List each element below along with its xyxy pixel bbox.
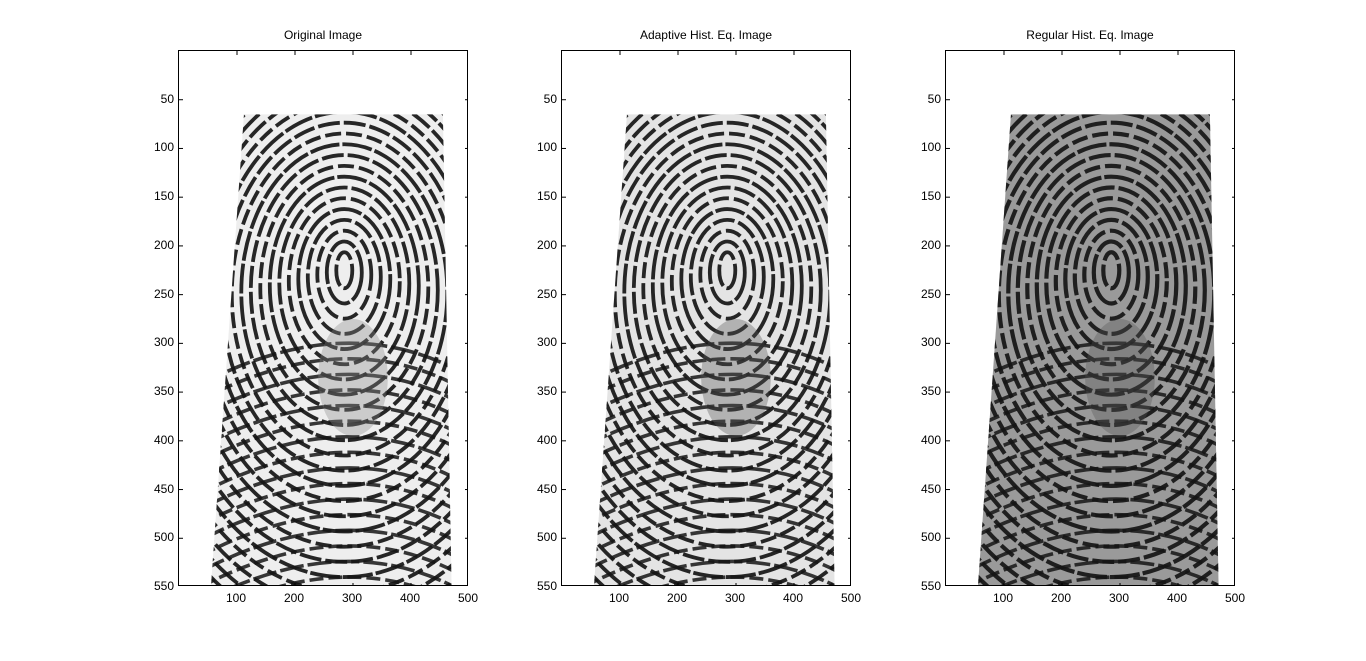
image-axes — [945, 50, 1235, 586]
y-tick-label: 450 — [144, 482, 174, 496]
x-tick-label: 300 — [1104, 591, 1134, 605]
y-tick-label: 50 — [911, 92, 941, 106]
x-tick-label: 100 — [604, 591, 634, 605]
y-tick-label: 400 — [144, 433, 174, 447]
y-tick-label: 500 — [144, 530, 174, 544]
smudge — [701, 319, 771, 436]
y-tick-label: 500 — [911, 530, 941, 544]
y-tick-label: 350 — [911, 384, 941, 398]
x-tick-label: 100 — [988, 591, 1018, 605]
y-tick-label: 200 — [144, 238, 174, 252]
y-tick-label: 100 — [144, 140, 174, 154]
y-tick-label: 100 — [911, 140, 941, 154]
y-tick-label: 100 — [527, 140, 557, 154]
y-tick-label: 400 — [911, 433, 941, 447]
y-tick-label: 150 — [144, 189, 174, 203]
fingerprint-image — [179, 51, 468, 586]
y-tick-label: 250 — [144, 287, 174, 301]
y-tick-label: 150 — [911, 189, 941, 203]
y-tick-label: 150 — [527, 189, 557, 203]
y-tick-label: 200 — [527, 238, 557, 252]
y-tick-label: 350 — [527, 384, 557, 398]
x-tick-label: 300 — [720, 591, 750, 605]
y-tick-label: 300 — [144, 335, 174, 349]
x-tick-label: 200 — [662, 591, 692, 605]
smudge — [318, 319, 388, 436]
subplot-regular: Regular Hist. Eq. Image 50 100 150 200 250 30… — [917, 0, 1297, 661]
y-tick-label: 550 — [911, 579, 941, 593]
x-tick-label: 100 — [221, 591, 251, 605]
subplot-adaptive: Adaptive Hist. Eq. Image 50 100 150 200 250 3… — [533, 0, 913, 661]
x-tick-label: 300 — [337, 591, 367, 605]
y-tick-label: 300 — [911, 335, 941, 349]
subplot-title: Regular Hist. Eq. Image — [945, 28, 1235, 44]
y-tick-label: 500 — [527, 530, 557, 544]
x-tick-label: 200 — [279, 591, 309, 605]
x-tick-label: 400 — [395, 591, 425, 605]
image-axes — [561, 50, 851, 586]
smudge — [1085, 319, 1155, 436]
y-tick-label: 450 — [911, 482, 941, 496]
y-tick-label: 50 — [527, 92, 557, 106]
subplot-original: Original Image 50 100 150 200 250 300 350 400 45… — [150, 0, 530, 661]
y-tick-label: 400 — [527, 433, 557, 447]
y-tick-label: 250 — [911, 287, 941, 301]
image-axes — [178, 50, 468, 586]
y-tick-label: 550 — [144, 579, 174, 593]
x-tick-label: 500 — [836, 591, 866, 605]
fingerprint-image — [562, 51, 851, 586]
x-tick-label: 400 — [778, 591, 808, 605]
fingerprint-image — [946, 51, 1235, 586]
y-tick-label: 200 — [911, 238, 941, 252]
y-tick-label: 450 — [527, 482, 557, 496]
x-tick-label: 500 — [453, 591, 483, 605]
subplot-title: Adaptive Hist. Eq. Image — [561, 28, 851, 44]
x-tick-label: 500 — [1220, 591, 1250, 605]
x-tick-label: 400 — [1162, 591, 1192, 605]
y-tick-label: 250 — [527, 287, 557, 301]
subplot-title: Original Image — [178, 28, 468, 44]
y-tick-label: 550 — [527, 579, 557, 593]
y-tick-label: 50 — [144, 92, 174, 106]
y-tick-label: 350 — [144, 384, 174, 398]
x-tick-label: 200 — [1046, 591, 1076, 605]
y-tick-label: 300 — [527, 335, 557, 349]
